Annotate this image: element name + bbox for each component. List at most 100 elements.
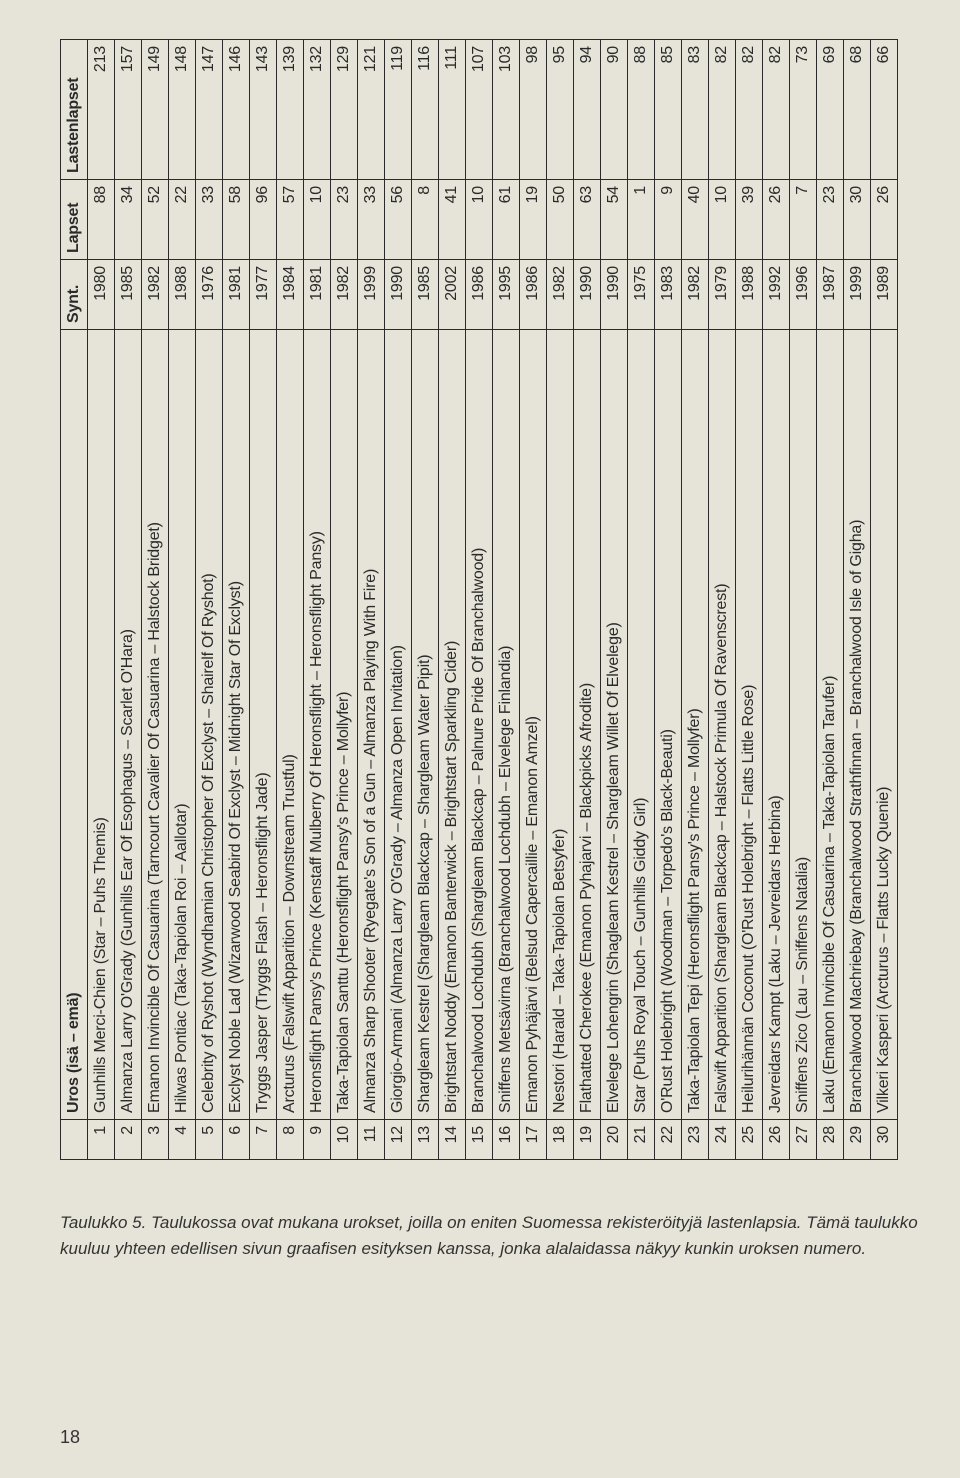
cell-lap: 10 (304, 180, 331, 260)
cell-llap: 88 (628, 40, 655, 180)
cell-synt: 1982 (142, 260, 169, 330)
cell-synt: 1986 (466, 260, 493, 330)
cell-synt: 1982 (331, 260, 358, 330)
cell-llap: 111 (439, 40, 466, 180)
cell-synt: 1987 (817, 260, 844, 330)
cell-idx: 8 (277, 1120, 304, 1160)
cell-llap: 146 (223, 40, 250, 180)
cell-lap: 57 (277, 180, 304, 260)
table-row: 29Branchalwood Machriebay (Branchalwood … (844, 40, 871, 1160)
table-row: 14Brightstart Noddy (Emanon Banterwick –… (439, 40, 466, 1160)
cell-name: Branchalwood Machriebay (Branchalwood St… (844, 330, 871, 1120)
cell-idx: 27 (790, 1120, 817, 1160)
cell-lap: 8 (412, 180, 439, 260)
table-row: 11Almanza Sharp Shooter (Ryegate's Son o… (358, 40, 385, 1160)
cell-lap: 10 (466, 180, 493, 260)
col-llap: Lastenlapset (61, 40, 88, 180)
table-row: 17Emanon Pyhäjärvi (Belsud Capercaillie … (520, 40, 547, 1160)
table-row: 9Heronsflight Pansy's Prince (Kenstaff M… (304, 40, 331, 1160)
cell-lap: 39 (736, 180, 763, 260)
cell-synt: 1996 (790, 260, 817, 330)
cell-idx: 19 (574, 1120, 601, 1160)
table-row: 13Shargleam Kestrel (Shargleam Blackcap … (412, 40, 439, 1160)
page: Uros (isä – emä) Synt. Lapset Lastenlaps… (0, 0, 960, 1478)
cell-name: Taka-Tapiolan Santtu (Heronsflight Pansy… (331, 330, 358, 1120)
cell-idx: 15 (466, 1120, 493, 1160)
cell-idx: 22 (655, 1120, 682, 1160)
cell-llap: 103 (493, 40, 520, 180)
cell-synt: 1985 (115, 260, 142, 330)
cell-idx: 9 (304, 1120, 331, 1160)
table-row: 12Giorgio-Armani (Almanza Larry O'Grady … (385, 40, 412, 1160)
cell-name: O'Rust Holebright (Woodman – Torpedo's B… (655, 330, 682, 1120)
cell-name: Elvelege Lohengrin (Shagleam Kestrel – S… (601, 330, 628, 1120)
cell-synt: 1977 (250, 260, 277, 330)
cell-lap: 96 (250, 180, 277, 260)
table-row: 22O'Rust Holebright (Woodman – Torpedo's… (655, 40, 682, 1160)
cell-synt: 1975 (628, 260, 655, 330)
cell-idx: 17 (520, 1120, 547, 1160)
table-row: 10Taka-Tapiolan Santtu (Heronsflight Pan… (331, 40, 358, 1160)
cell-idx: 29 (844, 1120, 871, 1160)
cell-name: Giorgio-Armani (Almanza Larry O'Grady – … (385, 330, 412, 1120)
table-row: 23Taka-Tapiolan Tepi (Heronsflight Pansy… (682, 40, 709, 1160)
cell-idx: 1 (88, 1120, 115, 1160)
cell-llap: 107 (466, 40, 493, 180)
col-idx (61, 1120, 88, 1160)
table-caption: Taulukko 5. Taulukossa ovat mukana uroks… (60, 1210, 920, 1261)
cell-name: Taka-Tapiolan Tepi (Heronsflight Pansy's… (682, 330, 709, 1120)
cell-lap: 23 (331, 180, 358, 260)
cell-llap: 129 (331, 40, 358, 180)
cell-llap: 121 (358, 40, 385, 180)
cell-lap: 10 (709, 180, 736, 260)
cell-name: Heronsflight Pansy's Prince (Kenstaff Mu… (304, 330, 331, 1120)
cell-llap: 82 (736, 40, 763, 180)
cell-idx: 7 (250, 1120, 277, 1160)
cell-lap: 33 (196, 180, 223, 260)
cell-name: Heilurihännän Coconut (O'Rust Holebright… (736, 330, 763, 1120)
cell-llap: 147 (196, 40, 223, 180)
cell-synt: 1984 (277, 260, 304, 330)
cell-lap: 63 (574, 180, 601, 260)
cell-name: Laku (Emanon Invincible Of Casuarina – T… (817, 330, 844, 1120)
cell-synt: 1982 (547, 260, 574, 330)
cell-synt: 1989 (871, 260, 898, 330)
cell-name: Sniffens Zico (Lau – Sniffens Natalia) (790, 330, 817, 1120)
cell-llap: 85 (655, 40, 682, 180)
page-number: 18 (60, 1427, 80, 1448)
cell-lap: 56 (385, 180, 412, 260)
cell-name: Brightstart Noddy (Emanon Banterwick – B… (439, 330, 466, 1120)
table-row: 26Jevreidars Kampt (Laku – Jevreidars He… (763, 40, 790, 1160)
cell-llap: 73 (790, 40, 817, 180)
cell-lap: 7 (790, 180, 817, 260)
cell-idx: 5 (196, 1120, 223, 1160)
col-synt: Synt. (61, 260, 88, 330)
cell-synt: 1982 (682, 260, 709, 330)
table-row: 16Sniffens Metsävirna (Branchalwood Loch… (493, 40, 520, 1160)
cell-lap: 23 (817, 180, 844, 260)
cell-lap: 22 (169, 180, 196, 260)
cell-lap: 88 (88, 180, 115, 260)
cell-lap: 61 (493, 180, 520, 260)
table-row: 20Elvelege Lohengrin (Shagleam Kestrel –… (601, 40, 628, 1160)
cell-llap: 69 (817, 40, 844, 180)
cell-name: Gunhills Merci-Chien (Star – Puhs Themis… (88, 330, 115, 1120)
cell-synt: 1981 (304, 260, 331, 330)
cell-synt: 2002 (439, 260, 466, 330)
cell-idx: 10 (331, 1120, 358, 1160)
cell-idx: 14 (439, 1120, 466, 1160)
table-row: 1Gunhills Merci-Chien (Star – Puhs Themi… (88, 40, 115, 1160)
table-row: 6Exclyst Noble Lad (Wizarwood Seabird Of… (223, 40, 250, 1160)
cell-name: Celebrity of Ryshot (Wyndhamian Christop… (196, 330, 223, 1120)
cell-lap: 26 (871, 180, 898, 260)
table-row: 19Flathatted Cherokee (Emanon Pyhajarvi … (574, 40, 601, 1160)
cell-synt: 1981 (223, 260, 250, 330)
table-wrap: Uros (isä – emä) Synt. Lapset Lastenlaps… (60, 40, 920, 1160)
cell-idx: 25 (736, 1120, 763, 1160)
cell-llap: 66 (871, 40, 898, 180)
cell-idx: 3 (142, 1120, 169, 1160)
cell-llap: 68 (844, 40, 871, 180)
cell-idx: 4 (169, 1120, 196, 1160)
cell-name: Flathatted Cherokee (Emanon Pyhajarvi – … (574, 330, 601, 1120)
table-row: 7Tryggs Jasper (Tryggs Flash – Heronsfli… (250, 40, 277, 1160)
